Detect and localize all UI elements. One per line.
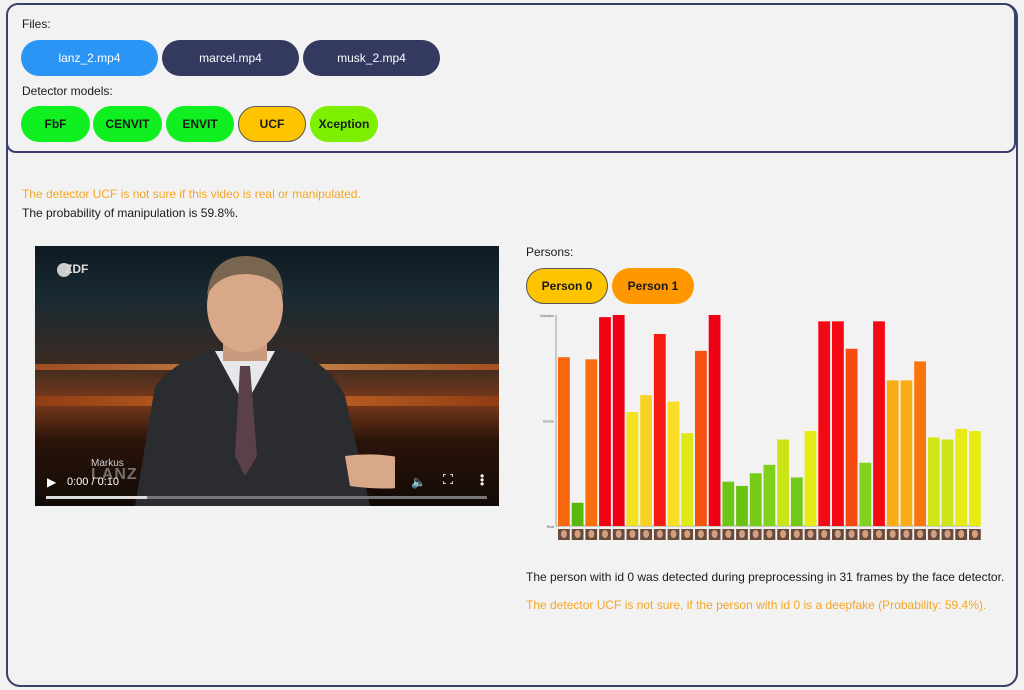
- face-thumbnail-icon: [958, 530, 965, 538]
- chart-bar: [886, 380, 899, 526]
- face-thumbnail-icon: [944, 530, 951, 538]
- y-tick-label: Deepfake: [540, 314, 554, 318]
- video-controls: ▶ 0:00 / 0:10 🔈 • • •: [35, 466, 499, 506]
- face-thumbnail-icon: [697, 530, 704, 538]
- model-button-ucf[interactable]: UCF: [238, 106, 306, 142]
- file-button-lanz[interactable]: lanz_2.mp4: [21, 40, 158, 76]
- video-progress-bar[interactable]: [46, 496, 487, 499]
- file-button-musk[interactable]: musk_2.mp4: [303, 40, 440, 76]
- face-thumbnail-icon: [725, 530, 732, 538]
- face-thumbnail-icon: [615, 530, 622, 538]
- face-thumbnail-icon: [903, 530, 910, 538]
- chart-bar: [859, 462, 872, 526]
- face-thumbnail-icon: [739, 530, 745, 538]
- face-thumbnail-icon: [588, 530, 595, 538]
- face-thumbnail-icon: [670, 530, 677, 538]
- face-thumbnail-icon: [766, 530, 773, 538]
- face-thumbnail-icon: [780, 530, 787, 538]
- model-button-envit[interactable]: ENVIT: [166, 106, 234, 142]
- face-thumbnail-icon: [848, 530, 855, 538]
- face-thumbnail-icon: [917, 530, 924, 538]
- manipulation-probability-text: The probability of manipulation is 59.8%…: [22, 206, 239, 220]
- face-thumbnail-icon: [602, 530, 608, 538]
- chart-bar: [873, 321, 885, 526]
- chart-bar: [763, 464, 776, 526]
- channel-logo: ZDF: [57, 262, 88, 277]
- frame-probability-chart: Deepfake Unsure Real: [540, 314, 981, 540]
- chart-bar: [722, 481, 735, 526]
- model-button-fbf[interactable]: FbF: [21, 106, 90, 142]
- chart-bar: [941, 439, 954, 526]
- face-thumbnail-icon: [793, 530, 800, 538]
- chart-bar: [832, 321, 844, 526]
- face-thumbnail-icon: [684, 530, 691, 538]
- face-thumbnail-icon: [834, 530, 841, 538]
- chart-bar: [790, 477, 803, 526]
- video-time: 0:00 / 0:10: [67, 476, 119, 488]
- chart-bar: [708, 315, 721, 526]
- chart-bar: [749, 473, 762, 526]
- chart-bar: [777, 439, 789, 526]
- face-thumbnail-icon: [656, 530, 663, 538]
- chart-bar: [585, 359, 598, 526]
- chart-bar: [969, 431, 981, 526]
- more-options-icon[interactable]: • • •: [480, 469, 485, 491]
- y-tick-label: Real: [547, 525, 554, 529]
- face-thumbnail-icon: [560, 530, 567, 538]
- chart-bar: [900, 380, 913, 526]
- face-thumbnail-icon: [876, 530, 882, 538]
- face-thumbnail-icon: [643, 530, 650, 538]
- detector-warning-text: The detector UCF is not sure if this vid…: [22, 187, 361, 201]
- files-label: Files:: [22, 17, 51, 31]
- model-button-xception[interactable]: Xception: [310, 106, 378, 142]
- chart-bar: [667, 401, 680, 526]
- chart-bar: [804, 431, 817, 526]
- face-thumbnail-icon: [752, 530, 759, 538]
- face-thumbnail-icon: [821, 530, 828, 538]
- chart-bar: [599, 317, 611, 526]
- model-button-cenvit[interactable]: CENVIT: [93, 106, 162, 142]
- persons-label: Persons:: [526, 245, 574, 259]
- person-button-1[interactable]: Person 1: [612, 268, 694, 304]
- chart-bar: [818, 321, 831, 526]
- show-caption: LANZ: [91, 466, 138, 483]
- models-label: Detector models:: [22, 84, 113, 98]
- chart-bar: [955, 428, 968, 526]
- chart-bar: [626, 412, 639, 526]
- chart-bar: [695, 350, 707, 526]
- chart-bar: [681, 433, 694, 526]
- chart-bar: [927, 437, 940, 526]
- person-verdict-text: The detector UCF is not sure, if the per…: [526, 598, 987, 612]
- chart-bar: [612, 315, 625, 526]
- face-thumbnail-icon: [629, 530, 636, 538]
- chart-bar: [640, 395, 652, 526]
- detection-summary-text: The person with id 0 was detected during…: [526, 570, 1005, 584]
- fullscreen-icon[interactable]: [443, 474, 453, 484]
- chart-bar: [558, 357, 570, 526]
- face-thumbnail-icon: [574, 530, 581, 538]
- video-player[interactable]: ZDF Markus LANZ ▶ 0:00 / 0:10 🔈 • • •: [35, 246, 499, 506]
- speaker-figure: [135, 256, 395, 506]
- volume-icon[interactable]: 🔈: [411, 475, 426, 489]
- chart-bar: [571, 502, 584, 526]
- play-icon[interactable]: ▶: [47, 475, 57, 489]
- video-progress-fill: [46, 496, 148, 499]
- face-thumbnail-icon: [971, 530, 978, 538]
- person-button-0[interactable]: Person 0: [526, 268, 608, 304]
- chart-bar: [736, 485, 748, 526]
- chart-bar: [653, 333, 666, 526]
- chart-bar: [845, 348, 858, 526]
- face-thumbnail-icon: [862, 530, 869, 538]
- y-tick-label: Unsure: [543, 420, 554, 424]
- name-caption: Markus: [91, 458, 124, 469]
- face-thumbnail-icon: [889, 530, 896, 538]
- chart-bar: [914, 361, 926, 526]
- face-thumbnail-icon: [930, 530, 937, 538]
- face-thumbnail-icon: [807, 530, 814, 538]
- file-button-marcel[interactable]: marcel.mp4: [162, 40, 299, 76]
- face-thumbnail-icon: [711, 530, 718, 538]
